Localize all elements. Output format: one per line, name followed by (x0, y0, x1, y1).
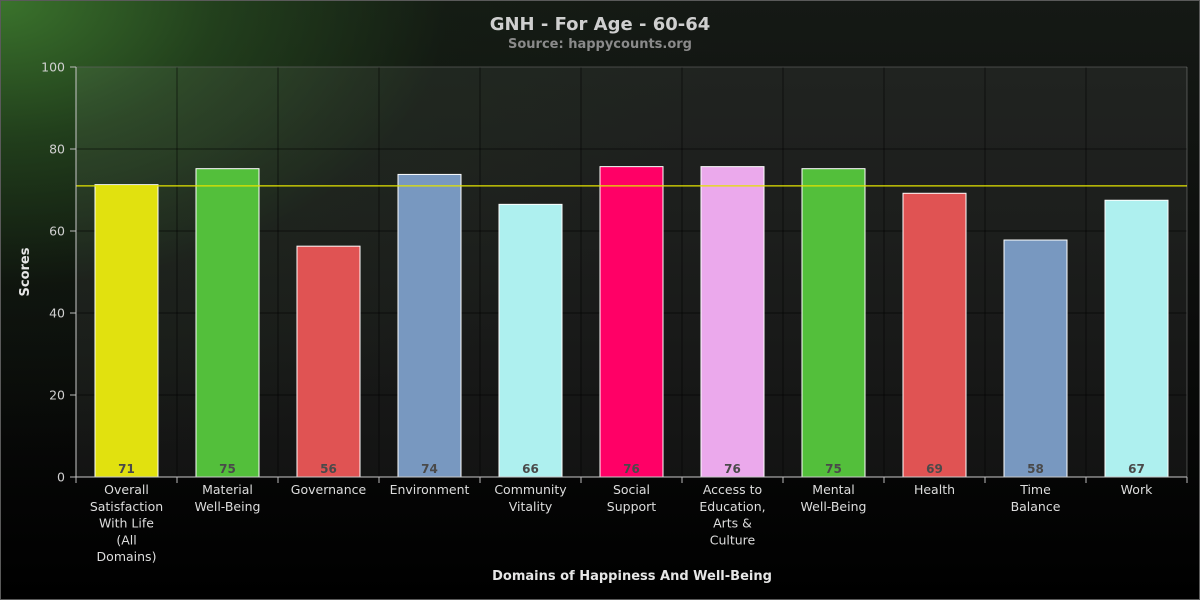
bar[interactable] (599, 166, 664, 478)
data-label: 76 (724, 462, 741, 476)
x-tick-label: Health (914, 482, 955, 497)
x-tick-label: Time Balance (1011, 482, 1061, 514)
y-tick-label: 80 (49, 142, 65, 157)
chart-title: GNH - For Age - 60-64 (490, 14, 711, 35)
y-tick-label: 40 (49, 306, 65, 321)
x-tick-label: Governance (291, 482, 367, 497)
data-label: 67 (1128, 462, 1145, 476)
y-tick-label: 0 (57, 470, 65, 485)
x-tick-label: Material Well-Being (195, 482, 261, 514)
bar[interactable] (801, 168, 866, 478)
bar[interactable] (1003, 239, 1068, 478)
x-tick-label: Social Support (607, 482, 657, 514)
data-label: 56 (320, 462, 337, 476)
y-tick-label: 20 (49, 388, 65, 403)
x-tick-label: Overall Satisfaction With Life (All Domains) (90, 482, 163, 564)
y-tick-label: 100 (41, 60, 65, 75)
bar[interactable] (296, 245, 361, 478)
x-tick-label: Work (1121, 482, 1153, 497)
bar-series (94, 166, 1169, 478)
bar[interactable] (902, 192, 967, 478)
data-label: 69 (926, 462, 943, 476)
y-axis-title: Scores (18, 247, 33, 296)
data-label: 75 (825, 462, 842, 476)
x-tick-label: Community Vitality (494, 482, 567, 514)
bar[interactable] (94, 184, 159, 478)
x-tick-label: Mental Well-Being (801, 482, 867, 514)
data-label: 75 (219, 462, 236, 476)
bar[interactable] (397, 173, 462, 478)
chart-subtitle: Source: happycounts.org (508, 37, 692, 52)
data-label: 76 (623, 462, 640, 476)
x-tick-label: Access to Education, Arts & Culture (699, 482, 765, 547)
y-tick-label: 60 (49, 224, 65, 239)
x-tick-label: Environment (390, 482, 470, 497)
bar[interactable] (195, 168, 260, 478)
data-labels: 71 75 56 74 66 76 76 75 69 58 67 (118, 462, 1145, 476)
data-label: 58 (1027, 462, 1044, 476)
data-label: 66 (522, 462, 539, 476)
axes: 0 20 40 60 80 100 Overall Satisfaction With Life… (41, 60, 1188, 564)
data-label: 71 (118, 462, 135, 476)
bar[interactable] (1104, 199, 1169, 478)
data-label: 74 (421, 462, 438, 476)
x-axis-title: Domains of Happiness And Well-Being (492, 569, 772, 584)
bar[interactable] (700, 166, 765, 478)
bar[interactable] (498, 203, 563, 478)
